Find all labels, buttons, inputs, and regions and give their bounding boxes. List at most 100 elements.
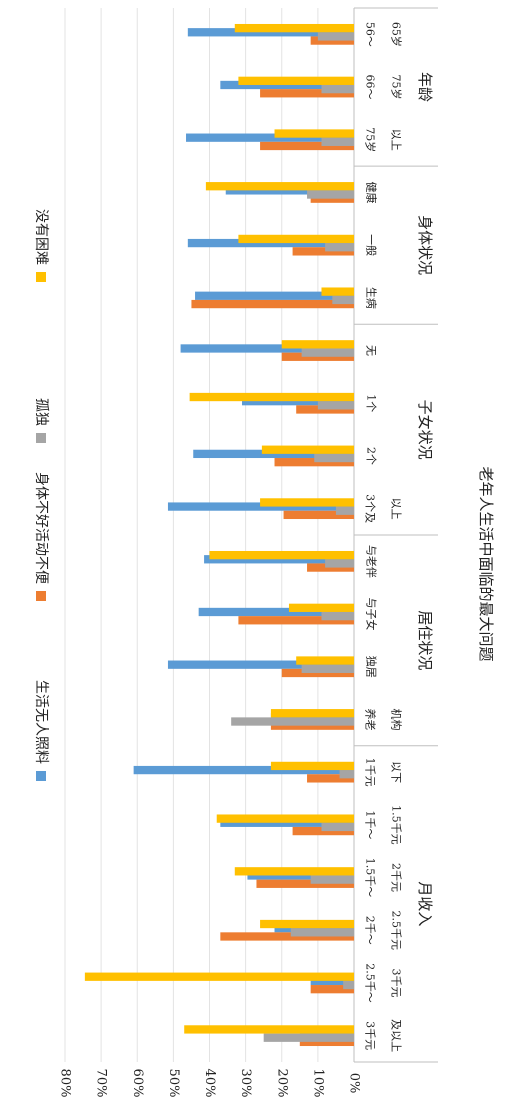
bar-3 xyxy=(325,559,354,568)
bar-2 xyxy=(296,405,354,414)
bar-4 xyxy=(274,129,354,138)
group-label: 子女状况 xyxy=(416,400,434,460)
legend-label: 身体不好活动不便 xyxy=(33,472,49,584)
y-tick-label: 0% xyxy=(347,1073,362,1094)
category-label: 75岁 xyxy=(364,127,378,152)
legend-label: 生活无人照料 xyxy=(33,680,49,764)
bar-4 xyxy=(281,340,354,349)
bar-3 xyxy=(343,980,354,990)
bar-1 xyxy=(195,291,354,300)
bar-4 xyxy=(261,445,354,454)
category-label: 1个 xyxy=(365,394,378,412)
category-label: 以下 xyxy=(390,761,403,783)
bar-4 xyxy=(321,287,354,296)
category-label: 与子女 xyxy=(365,598,379,631)
legend-label: 孤独 xyxy=(33,398,49,426)
bar-3 xyxy=(290,928,354,937)
category-label: 机构 xyxy=(390,708,404,730)
bar-4 xyxy=(84,972,355,981)
category-label: 3千元 xyxy=(390,968,403,997)
bar-4 xyxy=(209,550,354,560)
chart-title: 老年人生活中面临的最大问题 xyxy=(477,466,495,661)
bar-2 xyxy=(283,510,354,520)
category-label: 2.5千元 xyxy=(390,911,403,951)
bar-3 xyxy=(332,295,354,305)
bar-4 xyxy=(260,919,354,929)
bar-3 xyxy=(321,137,354,146)
group-label: 年龄 xyxy=(416,72,434,102)
bar-1 xyxy=(187,238,354,248)
y-tick-label: 10% xyxy=(310,1069,325,1098)
category-label: 养老 xyxy=(364,708,378,730)
group-label: 身体状况 xyxy=(416,215,434,275)
category-label: 2.5千～ xyxy=(364,963,377,1003)
y-tick-label: 60% xyxy=(130,1069,145,1098)
bar-4 xyxy=(234,867,354,876)
group-label: 居住状况 xyxy=(416,610,434,670)
bar-2 xyxy=(256,879,354,888)
bar-1 xyxy=(133,765,354,775)
bar-2 xyxy=(260,89,354,98)
bar-2 xyxy=(307,774,354,783)
bar-3 xyxy=(335,506,354,515)
category-label: 56～ xyxy=(364,22,377,47)
legend-swatch xyxy=(36,591,46,601)
legend-swatch xyxy=(36,272,46,282)
category-label: 1千元 xyxy=(364,758,377,787)
bar-2 xyxy=(270,721,354,730)
bar-2 xyxy=(310,985,354,994)
bar-2 xyxy=(191,299,354,309)
category-label: 1.5千～ xyxy=(364,858,377,898)
bar-3 xyxy=(314,453,354,463)
legend-label: 没有困难 xyxy=(33,209,49,265)
bar-1 xyxy=(220,818,354,827)
bar-2 xyxy=(220,932,354,941)
category-label: 66～ xyxy=(364,75,377,100)
y-tick-label: 40% xyxy=(202,1069,217,1098)
category-label: 2个 xyxy=(365,447,378,465)
bar-4 xyxy=(288,603,354,612)
category-label: 生病 xyxy=(365,287,379,309)
legend-swatch xyxy=(36,433,46,443)
category-label: 以上 xyxy=(390,498,403,520)
bar-3 xyxy=(321,611,354,621)
bar-4 xyxy=(270,761,354,771)
category-label: 独居 xyxy=(365,656,378,678)
bar-4 xyxy=(270,709,354,718)
bar-3 xyxy=(301,664,354,673)
bar-1 xyxy=(180,344,354,353)
bar-4 xyxy=(296,656,354,665)
bar-4 xyxy=(205,182,354,191)
bar-3 xyxy=(301,348,354,357)
y-tick-label: 50% xyxy=(166,1069,181,1098)
bar-3 xyxy=(317,401,354,410)
bar-3 xyxy=(307,190,354,199)
bar-3 xyxy=(263,1033,354,1042)
group-label: 月收入 xyxy=(416,881,434,926)
bar-3 xyxy=(339,770,354,779)
category-label: 2千～ xyxy=(364,916,377,945)
bar-3 xyxy=(321,822,354,832)
bar-4 xyxy=(216,814,354,823)
bar-3 xyxy=(317,32,354,41)
y-tick-label: 30% xyxy=(238,1069,253,1098)
bar-1 xyxy=(186,133,354,142)
bar-1 xyxy=(204,555,354,564)
bar-3 xyxy=(321,84,354,94)
category-label: 健康 xyxy=(365,181,379,203)
category-label: 3千元 xyxy=(364,1021,377,1050)
category-label: 与老伴 xyxy=(365,545,378,578)
category-label: 以上 xyxy=(390,129,403,151)
category-label: 75岁 xyxy=(390,75,404,100)
y-tick-label: 70% xyxy=(94,1069,109,1098)
bar-4 xyxy=(234,23,354,33)
bar-4 xyxy=(260,498,354,507)
bar-3 xyxy=(310,875,354,884)
bar-1 xyxy=(198,607,354,617)
category-label: 一般 xyxy=(365,234,378,256)
bar-2 xyxy=(260,141,354,151)
category-label: 无 xyxy=(365,345,378,356)
bar-4 xyxy=(238,234,354,244)
category-label: 及以上 xyxy=(390,1019,403,1052)
